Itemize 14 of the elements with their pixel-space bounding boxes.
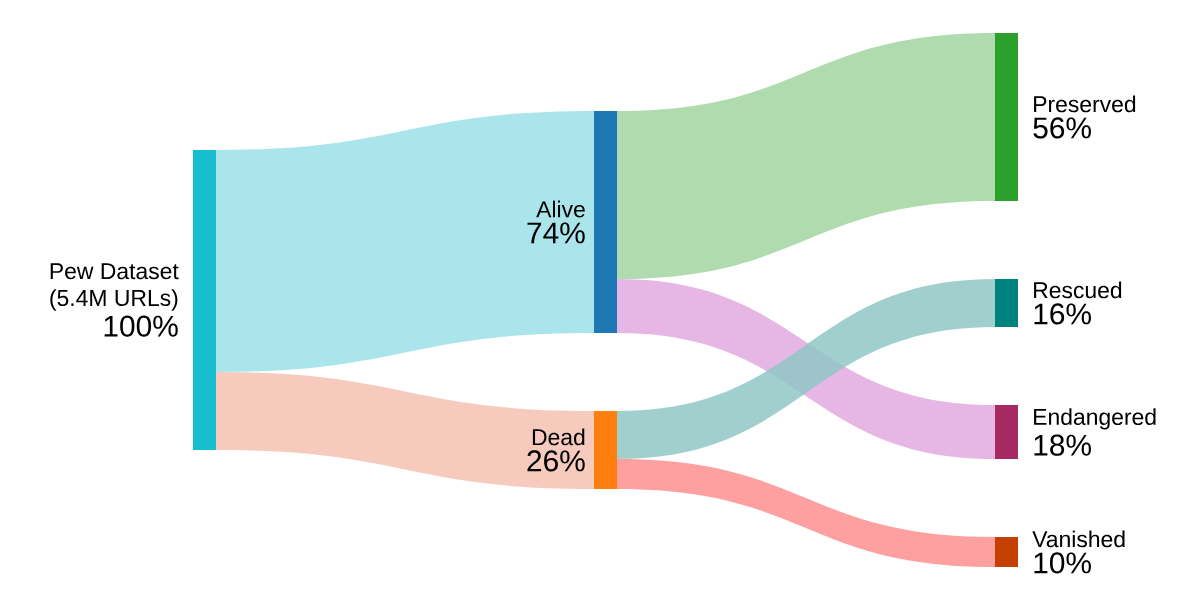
data-label: 16% (1034, 303, 1091, 325)
data-label: 18% (1034, 434, 1091, 456)
category-label: Rescued (1034, 281, 1122, 299)
data-label: 74% (527, 222, 585, 244)
category-label: Preserved (1034, 95, 1136, 113)
category-label: Endangered (1034, 408, 1156, 430)
data-label: 100% (104, 315, 178, 337)
data-label: 56% (1033, 117, 1091, 139)
category-label: Alive (536, 200, 585, 218)
category-label: Dead (532, 428, 585, 446)
category-label: Pew Dataset (5.4M URLs) (50, 263, 179, 311)
category-label: Vanished (1032, 530, 1125, 548)
data-label: 10% (1034, 552, 1091, 574)
data-label: 26% (527, 450, 585, 472)
